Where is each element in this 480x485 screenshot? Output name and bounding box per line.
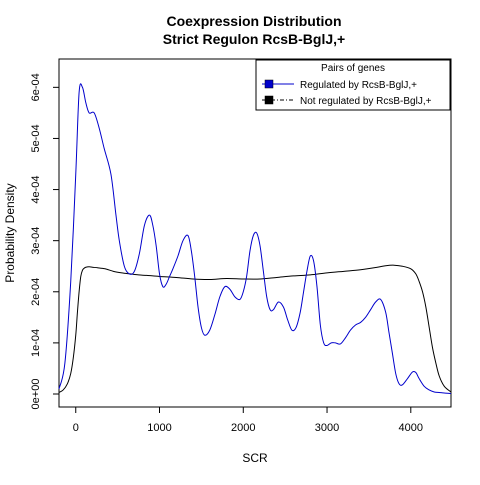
legend-title: Pairs of genes — [321, 63, 385, 74]
legend-swatch-regulated — [264, 79, 274, 89]
legend-box — [255, 59, 451, 111]
legend-entry-regulated: Regulated by RcsB-BglJ,+ — [262, 79, 417, 91]
plot-frame — [58, 58, 452, 408]
legend-label-not-regulated: Not regulated by RcsB-BglJ,+ — [300, 96, 432, 107]
chart-title: Coexpression Distribution — [166, 13, 341, 29]
x-tick-label: 3000 — [315, 422, 339, 434]
legend-swatch-not-regulated — [264, 95, 274, 105]
legend-entry-not-regulated: Not regulated by RcsB-BglJ,+ — [262, 95, 432, 107]
x-axis-label: SCR — [242, 451, 268, 465]
y-tick-label: 5e-04 — [30, 124, 42, 152]
series-layer — [58, 83, 452, 394]
y-tick-label: 1e-04 — [30, 329, 42, 357]
legend-label-regulated: Regulated by RcsB-BglJ,+ — [300, 80, 417, 91]
x-tick-label: 4000 — [399, 422, 423, 434]
y-axis: 0e+00 1e-04 2e-04 3e-04 4e-04 5e-04 6e-04 — [30, 73, 59, 409]
x-tick-label: 0 — [73, 422, 79, 434]
series-line-not-regulated — [58, 264, 452, 393]
y-tick-label: 2e-04 — [30, 278, 42, 306]
y-tick-label: 6e-04 — [30, 73, 42, 101]
series-line-regulated — [58, 83, 452, 394]
chart-subtitle: Strict Regulon RcsB-BglJ,+ — [163, 31, 345, 47]
x-axis: 0 1000 2000 3000 4000 — [73, 407, 423, 434]
x-tick-label: 1000 — [147, 422, 171, 434]
x-tick-label: 2000 — [231, 422, 255, 434]
y-tick-label: 4e-04 — [30, 175, 42, 203]
y-axis-label: Probability Density — [3, 183, 17, 282]
y-tick-label: 3e-04 — [30, 227, 42, 255]
legend: Pairs of genes Regulated by RcsB-BglJ,+ … — [255, 59, 451, 111]
y-tick-label: 0e+00 — [30, 379, 42, 410]
